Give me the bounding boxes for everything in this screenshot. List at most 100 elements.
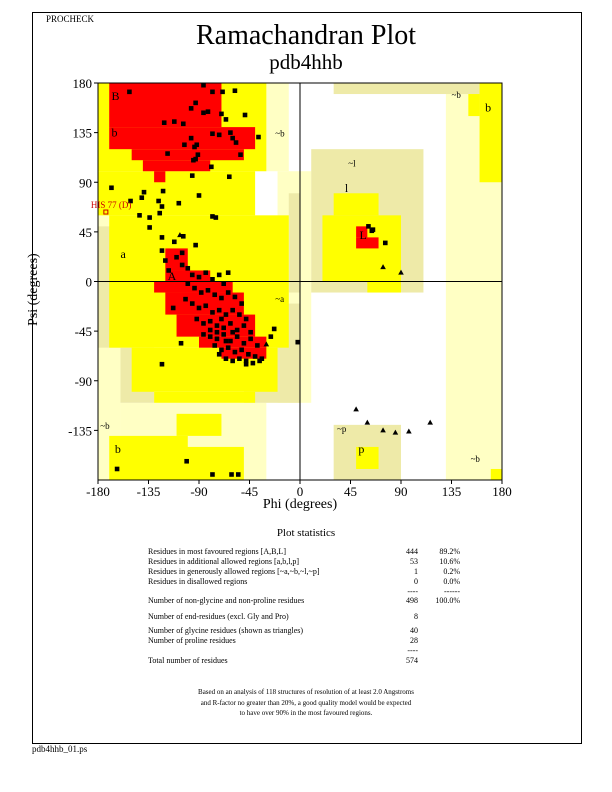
stats-count: 574	[406, 656, 418, 665]
x-tick-label: -45	[241, 484, 258, 499]
residue-point	[243, 358, 249, 364]
x-tick-label: -180	[86, 484, 110, 499]
residue-point	[194, 316, 200, 322]
residue-point	[185, 281, 191, 287]
residue-point	[180, 121, 186, 127]
region-label: ~p	[337, 424, 347, 434]
residue-point	[210, 131, 215, 137]
residue-point	[210, 310, 215, 315]
residue-point	[179, 262, 185, 268]
residue-point	[183, 296, 188, 302]
residue-point	[228, 338, 233, 344]
residue-point	[232, 294, 238, 300]
residue-point	[159, 361, 165, 367]
region-most-favoured	[131, 149, 244, 161]
region-label: ~b	[275, 129, 285, 139]
residue-point	[201, 110, 206, 116]
y-tick-label: -135	[68, 423, 92, 438]
region-most-favoured	[165, 270, 211, 282]
region-most-favoured	[356, 237, 379, 249]
footnote-line: Based on an analysis of 118 structures o…	[198, 688, 414, 696]
residue-point	[223, 117, 229, 122]
residue-point	[147, 215, 152, 220]
region-generously-allowed	[333, 83, 502, 95]
y-tick-label: 45	[79, 225, 92, 240]
residue-point	[156, 198, 161, 204]
residue-point	[225, 270, 231, 275]
region-additional-allowed	[333, 193, 379, 216]
residue-point	[157, 210, 163, 216]
residue-point	[216, 272, 222, 278]
residue-point	[237, 356, 242, 361]
stats-label: Residues in generously allowed regions […	[148, 567, 320, 576]
chart-subtitle: pdb4hhb	[269, 50, 343, 74]
y-tick-label: 0	[86, 275, 93, 290]
residue-point	[213, 215, 219, 220]
residue-point	[210, 214, 215, 219]
residue-point	[228, 130, 233, 135]
region-label: b	[111, 126, 117, 140]
residue-point	[188, 106, 194, 111]
residue-point	[250, 360, 256, 366]
stats-count: 1	[414, 567, 418, 576]
residue-point	[252, 354, 258, 359]
region-additional-allowed	[154, 446, 244, 480]
residue-point	[220, 89, 225, 95]
x-tick-label: -135	[137, 484, 161, 499]
residue-point	[216, 307, 222, 313]
residue-point	[176, 200, 182, 206]
residue-point	[219, 111, 224, 117]
residue-point	[228, 321, 233, 326]
residue-point	[246, 351, 251, 357]
residue-point	[223, 338, 229, 344]
x-tick-label: 45	[344, 484, 357, 499]
residue-point	[141, 189, 147, 195]
glycine-triangle	[427, 419, 433, 425]
residue-point	[207, 334, 213, 339]
region-label: p	[358, 442, 364, 456]
residue-point	[255, 343, 260, 348]
residue-point	[234, 327, 240, 333]
y-tick-label: 90	[79, 175, 92, 190]
residue-point	[203, 270, 209, 275]
residue-point	[219, 347, 224, 353]
region-additional-allowed	[176, 413, 222, 436]
residue-point	[221, 332, 226, 337]
page-border	[32, 12, 582, 744]
residue-point	[172, 119, 177, 124]
glycine-triangle	[263, 341, 270, 347]
stats-count: 53	[410, 557, 418, 566]
region-label: b	[485, 100, 491, 114]
footnote-line: to have over 90% in the most favoured re…	[239, 709, 373, 717]
stats-label: Number of end-residues (excl. Gly and Pr…	[148, 612, 289, 621]
residue-point	[127, 89, 132, 95]
residue-point	[166, 268, 171, 273]
stats-percent: 89.2%	[439, 547, 460, 556]
residue-point	[196, 193, 202, 198]
y-tick-label: 135	[73, 126, 93, 141]
region-label: B	[111, 89, 119, 103]
residue-point	[189, 272, 195, 278]
residue-point	[225, 345, 231, 350]
residue-point	[196, 274, 202, 280]
region-additional-allowed	[479, 83, 502, 183]
residue-point	[230, 307, 235, 313]
stats-percent: ------	[444, 587, 460, 596]
residue-point	[232, 88, 238, 94]
residue-point	[230, 358, 235, 364]
stats-percent: 10.6%	[439, 557, 460, 566]
stats-count: ----	[407, 646, 418, 655]
region-most-favoured	[142, 160, 211, 172]
residue-point	[188, 135, 194, 141]
residue-point	[248, 336, 253, 342]
residue-point	[242, 112, 248, 118]
residue-point	[216, 351, 222, 357]
residue-point	[180, 233, 186, 239]
footnote-line: and R-factor no greater than 20%, a good…	[200, 698, 412, 707]
stats-label: Residues in additional allowed regions […	[148, 557, 300, 566]
glycine-triangle	[364, 419, 371, 425]
residue-point	[370, 227, 376, 232]
residue-point	[238, 152, 243, 157]
residue-point	[295, 339, 301, 345]
